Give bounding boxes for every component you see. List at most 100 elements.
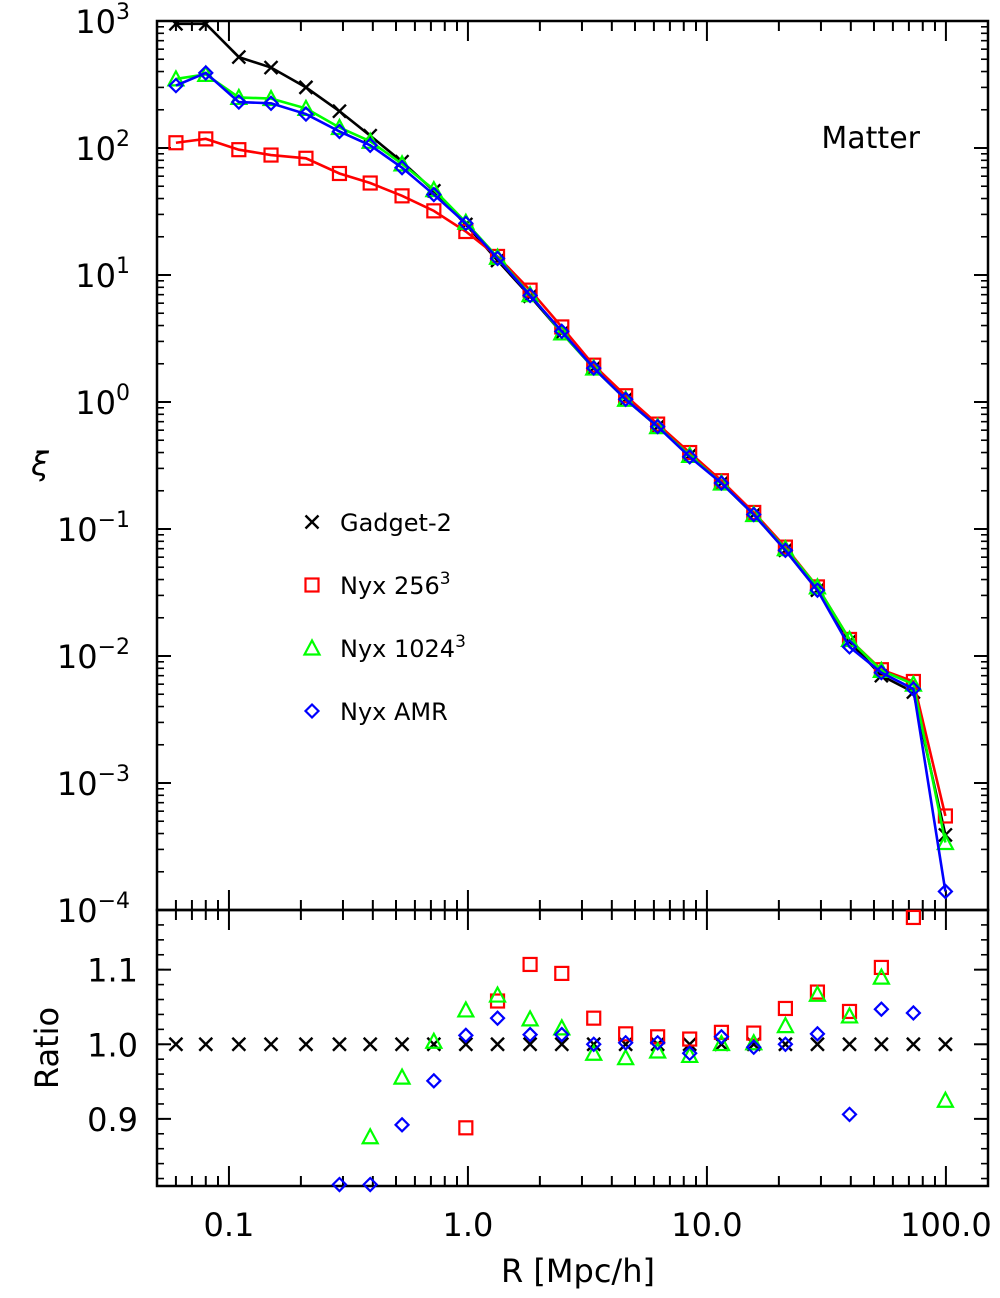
data-point-nyx-amr — [841, 638, 858, 655]
ratio-point-nyx-1024 — [488, 985, 507, 1003]
ratio-point-gadget-2 — [874, 1036, 889, 1052]
data-point-nyx-256 — [231, 142, 247, 158]
x-axis-label: R [Mpc/h] — [501, 1252, 655, 1290]
data-point-nyx-amr — [905, 680, 922, 698]
legend-item-nyx-256: Nyx 2563 — [304, 569, 451, 600]
data-point-nyx-amr — [489, 250, 506, 267]
series-line-nyx-256 — [175, 137, 947, 817]
ratio-point-nyx-amr — [681, 1045, 698, 1062]
main-y-axis-label: ξ — [30, 445, 50, 483]
ratio-point-gadget-2 — [298, 1036, 314, 1052]
main-y-tick-label: 100 — [75, 381, 130, 422]
data-point-nyx-1024 — [330, 117, 349, 136]
data-point-nyx-amr — [713, 475, 730, 492]
data-point-nyx-256 — [168, 135, 184, 151]
main-y-tick-label: 10−2 — [57, 635, 130, 676]
ratio-point-nyx-1024 — [936, 1090, 955, 1108]
ratio-markers-gadget-2 — [168, 1036, 953, 1052]
x-tick-label: 1.0 — [442, 1206, 493, 1244]
main-y-tick-label: 10−4 — [57, 889, 130, 930]
ratio-point-nyx-amr — [649, 1034, 666, 1051]
ratio-point-nyx-amr — [585, 1036, 602, 1053]
data-point-nyx-amr — [522, 287, 539, 304]
ratio-point-nyx-256 — [873, 959, 889, 976]
ratio-point-gadget-2 — [938, 1036, 953, 1052]
data-point-nyx-amr — [553, 323, 570, 340]
data-point-nyx-1024 — [261, 88, 281, 107]
series-line-nyx-1024 — [175, 73, 947, 843]
ratio-point-nyx-256 — [554, 965, 570, 982]
ratio-point-nyx-1024 — [616, 1047, 635, 1066]
ratio-point-nyx-amr — [777, 1036, 794, 1053]
x-tick-label: 100.0 — [900, 1206, 992, 1244]
legend-item-nyx-1024: Nyx 10243 — [302, 632, 466, 663]
ratio-point-nyx-amr — [841, 1106, 858, 1123]
ratio-point-nyx-amr — [362, 1176, 379, 1193]
ratio-point-nyx-amr — [331, 1176, 348, 1193]
x-tick-label: 10.0 — [671, 1206, 742, 1244]
data-point-nyx-1024 — [229, 87, 249, 106]
ratio-markers-nyx-1024 — [360, 967, 955, 1145]
ratio-point-nyx-1024 — [840, 1006, 859, 1024]
ratio-point-nyx-1024 — [424, 1031, 444, 1049]
ratio-point-gadget-2 — [168, 1036, 184, 1052]
ratio-point-nyx-amr — [905, 1004, 922, 1021]
main-y-tick-label: 10−3 — [57, 762, 130, 803]
data-point-nyx-amr — [681, 448, 698, 465]
series-markers-nyx-256 — [168, 131, 953, 824]
ratio-y-tick-label: 0.9 — [87, 1101, 138, 1139]
data-point-nyx-256 — [394, 188, 410, 204]
legend-label-nyx-amr: Nyx AMR — [340, 698, 448, 726]
main-y-tick-label: 103 — [75, 0, 130, 41]
ratio-point-gadget-2 — [906, 1036, 921, 1052]
data-point-nyx-amr — [937, 883, 954, 900]
data-point-nyx-amr — [649, 418, 666, 435]
ratio-point-gadget-2 — [810, 1036, 825, 1052]
ratio-panel: 0.9 1.0 1.1 0.1 1.0 10.0 100.0 — [87, 908, 992, 1244]
ratio-point-nyx-1024 — [552, 1018, 572, 1036]
ratio-markers-nyx-amr — [331, 1001, 922, 1193]
data-point-gadget-2 — [298, 80, 314, 95]
ratio-point-nyx-amr — [809, 1025, 826, 1042]
ratio-point-nyx-amr — [489, 1010, 506, 1027]
ratio-plot-frame — [155, 908, 990, 1188]
data-point-gadget-2 — [332, 103, 347, 119]
legend: Gadget-2 Nyx 2563 Nyx 10243 Nyx AMR — [302, 509, 466, 726]
data-point-nyx-amr — [745, 506, 762, 523]
ratio-point-nyx-amr — [425, 1072, 442, 1089]
ratio-point-nyx-amr — [873, 1001, 890, 1018]
legend-marker-nyx-amr — [303, 702, 321, 720]
ratio-point-gadget-2 — [198, 1036, 214, 1052]
ratio-point-nyx-1024 — [648, 1041, 667, 1059]
ratio-y-tick-label: 1.1 — [87, 952, 138, 990]
legend-label-nyx-256: Nyx 2563 — [340, 569, 451, 600]
data-point-nyx-1024 — [360, 131, 380, 149]
legend-item-gadget-2: Gadget-2 — [304, 509, 452, 537]
ratio-point-gadget-2 — [682, 1036, 698, 1052]
data-point-nyx-amr — [457, 215, 474, 232]
series-markers-nyx-1024 — [166, 64, 955, 851]
ratio-point-gadget-2 — [231, 1036, 247, 1052]
ratio-point-nyx-1024 — [456, 1000, 476, 1018]
ratio-point-nyx-amr — [553, 1026, 570, 1043]
data-point-nyx-amr — [393, 159, 411, 176]
ratio-point-nyx-amr — [457, 1027, 474, 1044]
ratio-point-nyx-256 — [905, 909, 921, 926]
ratio-point-gadget-2 — [554, 1036, 570, 1052]
ratio-point-nyx-amr — [393, 1116, 411, 1133]
data-point-nyx-256 — [331, 165, 348, 182]
data-point-nyx-256 — [426, 203, 442, 219]
main-panel: 103 102 101 100 10−1 10−2 10−3 10−4 — [57, 0, 990, 930]
data-point-gadget-2 — [168, 21, 184, 32]
ratio-point-gadget-2 — [263, 1036, 279, 1052]
ratio-point-nyx-256 — [586, 1010, 602, 1026]
data-point-nyx-amr — [197, 64, 214, 81]
data-point-nyx-amr — [777, 542, 794, 559]
main-y-tick-label: 101 — [75, 254, 130, 295]
ratio-point-nyx-1024 — [776, 1015, 795, 1034]
data-point-nyx-256 — [362, 175, 378, 191]
series-markers-nyx-amr — [167, 64, 954, 900]
data-point-nyx-amr — [297, 106, 315, 123]
